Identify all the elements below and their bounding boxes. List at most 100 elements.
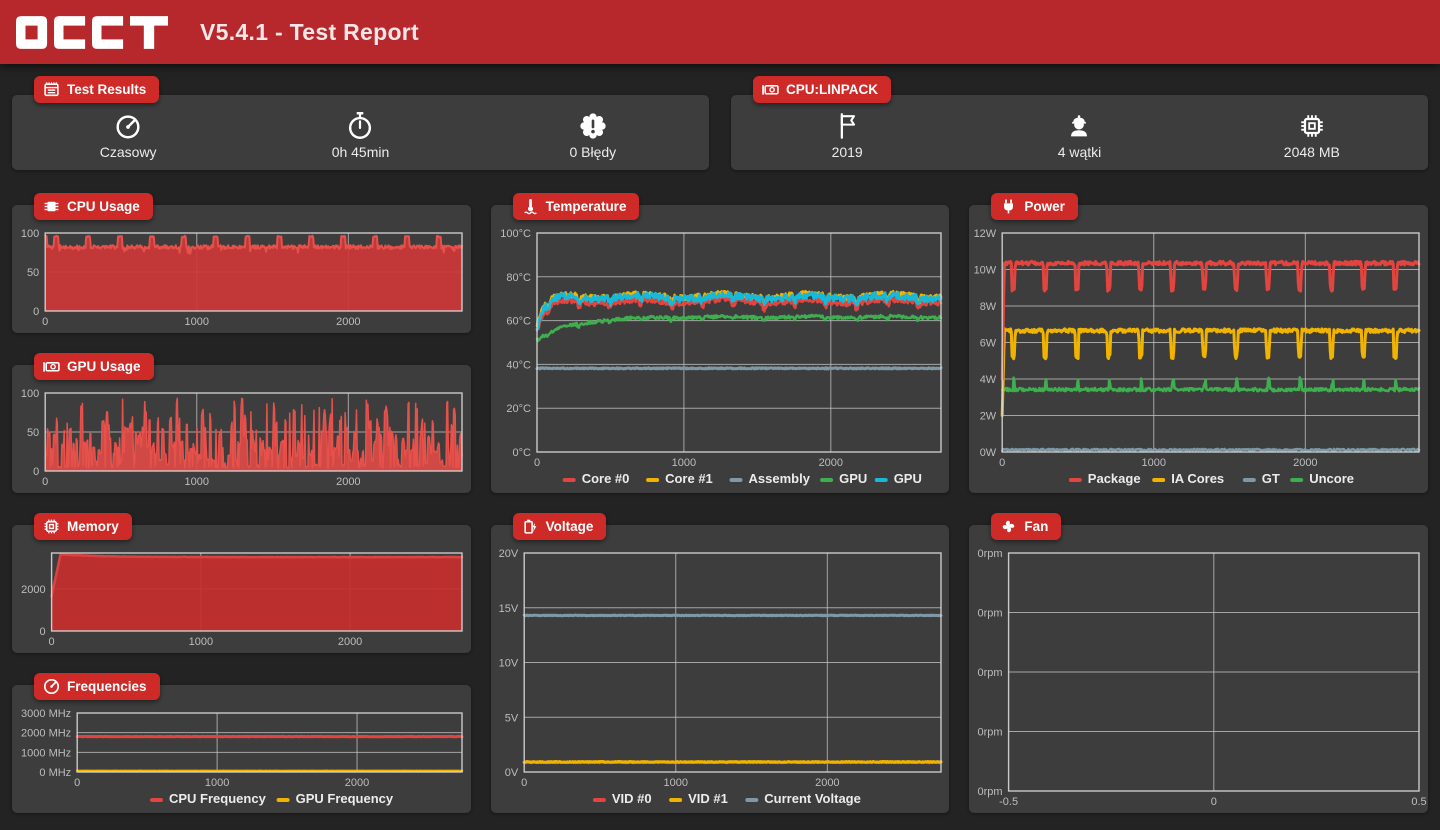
- fan-icon: [1000, 518, 1017, 535]
- svg-text:3000 MHz: 3000 MHz: [21, 708, 71, 720]
- test-results-badge-label: Test Results: [67, 82, 147, 97]
- svg-text:1000: 1000: [671, 457, 695, 469]
- svg-text:0W: 0W: [980, 447, 997, 459]
- svg-text:8W: 8W: [980, 301, 997, 313]
- gpu-card-icon: [762, 81, 779, 98]
- svg-text:0rpm: 0rpm: [978, 727, 1003, 739]
- svg-text:IA Cores: IA Cores: [1172, 471, 1225, 486]
- svg-text:VID #0: VID #0: [612, 791, 652, 806]
- svg-text:CPU Frequency: CPU Frequency: [169, 791, 267, 806]
- svg-text:15V: 15V: [498, 603, 518, 615]
- gpu-usage-chart: 0 50 100 0 1000 2000: [12, 365, 471, 493]
- svg-text:0V: 0V: [504, 767, 518, 779]
- svg-text:60°C: 60°C: [506, 316, 531, 328]
- test-config-panel: CPU:LINPACK 2019 4 wątki 2048 MB: [731, 76, 1428, 170]
- svg-text:1000: 1000: [189, 636, 213, 648]
- cpu-chip-icon: [43, 198, 60, 215]
- gpu-usage-badge: GPU Usage: [34, 353, 154, 380]
- cpu-usage-badge: CPU Usage: [34, 193, 153, 220]
- fan-panel: Fan 0rpm 0rpm 0rpm 0rpm 0rpm -0.5 0 0.5: [969, 513, 1429, 813]
- svg-text:1000: 1000: [663, 777, 687, 789]
- svg-text:-0.5: -0.5: [999, 796, 1018, 808]
- svg-text:Current Voltage: Current Voltage: [764, 791, 861, 806]
- charts-grid: CPU Usage 0 50 100 0 1000 2000 GPU Usage 0 50 1…: [12, 193, 1429, 813]
- svg-text:0: 0: [999, 457, 1005, 469]
- charts-col-3: Power 0W 2W 4W 6W 8W 10W 12W 0 1000 2000 Package IA…: [969, 193, 1429, 813]
- svg-text:0.5: 0.5: [1412, 796, 1427, 808]
- svg-text:2W: 2W: [980, 411, 997, 423]
- gpu-usage-badge-label: GPU Usage: [67, 359, 141, 374]
- fan-badge-label: Fan: [1024, 519, 1049, 534]
- memory-panel: Memory 0 2000 0 1000 2000: [12, 513, 471, 653]
- svg-text:5V: 5V: [504, 712, 518, 724]
- svg-text:2000: 2000: [818, 457, 842, 469]
- stopwatch-icon: [345, 111, 375, 141]
- svg-text:0rpm: 0rpm: [978, 548, 1003, 560]
- battery-bolt-icon: [522, 518, 539, 535]
- svg-text:0: 0: [42, 476, 48, 488]
- svg-text:2000: 2000: [345, 777, 369, 789]
- svg-text:0rpm: 0rpm: [978, 786, 1003, 798]
- frequencies-badge: Frequencies: [34, 673, 160, 700]
- test-results-panel: Test Results Czasowy 0h 45min 0 Błędy: [12, 76, 709, 170]
- cpu-usage-chart: 0 50 100 0 1000 2000: [12, 205, 471, 333]
- svg-text:GPU: GPU: [839, 471, 867, 486]
- svg-text:2000: 2000: [815, 777, 839, 789]
- stat-duration-label: 0h 45min: [331, 144, 390, 160]
- test-results-badge: Test Results: [34, 76, 160, 103]
- voltage-badge: Voltage: [512, 513, 607, 540]
- memory-icon: [43, 518, 60, 535]
- svg-text:Assembly: Assembly: [748, 471, 810, 486]
- svg-text:0rpm: 0rpm: [978, 667, 1003, 679]
- frequencies-chart: 0 MHz 1000 MHz 2000 MHz 3000 MHz 0 1000 2000 CP…: [12, 685, 471, 813]
- stat-year: 2019: [731, 105, 963, 160]
- power-chart: 0W 2W 4W 6W 8W 10W 12W 0 1000 2000 Package IA Cores…: [969, 205, 1428, 493]
- test-config-badge: CPU:LINPACK: [753, 76, 891, 103]
- svg-text:12W: 12W: [974, 228, 997, 240]
- svg-text:VID #1: VID #1: [688, 791, 728, 806]
- svg-text:40°C: 40°C: [506, 359, 531, 371]
- svg-text:GPU Frequency: GPU Frequency: [296, 791, 394, 806]
- svg-text:1000: 1000: [1142, 457, 1166, 469]
- svg-text:80°C: 80°C: [506, 272, 531, 284]
- svg-text:Uncore: Uncore: [1310, 471, 1355, 486]
- svg-text:1000: 1000: [185, 316, 209, 328]
- flag-icon: [832, 111, 862, 141]
- svg-text:2000: 2000: [336, 316, 360, 328]
- svg-text:0: 0: [1211, 796, 1217, 808]
- svg-text:100: 100: [21, 228, 39, 240]
- svg-text:10V: 10V: [498, 658, 518, 670]
- svg-text:2000: 2000: [338, 636, 362, 648]
- svg-text:Core #1: Core #1: [665, 471, 713, 486]
- svg-text:1000: 1000: [205, 777, 229, 789]
- stat-year-label: 2019: [831, 144, 863, 160]
- report-icon: [43, 81, 60, 98]
- occt-logo-icon: [16, 15, 168, 49]
- temperature-panel: Temperature 0°C 20°C 40°C 60°C 80°C 100°C 0 100…: [490, 193, 950, 493]
- memory-chip-icon: [1297, 111, 1327, 141]
- plug-icon: [1000, 198, 1017, 215]
- svg-text:50: 50: [27, 267, 39, 279]
- stat-threads: 4 wątki: [963, 105, 1195, 160]
- test-config-badge-label: CPU:LINPACK: [786, 82, 878, 97]
- svg-text:0: 0: [534, 457, 540, 469]
- svg-text:6W: 6W: [980, 338, 997, 350]
- stat-threads-label: 4 wątki: [1057, 144, 1102, 160]
- svg-text:0: 0: [39, 626, 45, 638]
- voltage-panel: Voltage 0V 5V 10V 15V 20V 0 1000 2000 VID #0 VID …: [490, 513, 950, 813]
- svg-text:0: 0: [33, 306, 39, 318]
- svg-text:1000 MHz: 1000 MHz: [21, 747, 71, 759]
- page-title: V5.4.1 - Test Report: [200, 18, 420, 45]
- svg-text:2000 MHz: 2000 MHz: [21, 728, 71, 740]
- svg-text:Package: Package: [1088, 471, 1141, 486]
- fan-chart: 0rpm 0rpm 0rpm 0rpm 0rpm -0.5 0 0.5: [969, 525, 1428, 813]
- svg-text:Core #0: Core #0: [581, 471, 629, 486]
- charts-col-2: Temperature 0°C 20°C 40°C 60°C 80°C 100°C 0 100…: [490, 193, 950, 813]
- svg-text:100: 100: [21, 388, 39, 400]
- svg-text:GPU: GPU: [893, 471, 921, 486]
- occt-logo: [16, 15, 168, 49]
- stat-memory-size: 2048 MB: [1196, 105, 1428, 160]
- stat-test-type: Czasowy: [12, 105, 244, 160]
- temperature-badge: Temperature: [512, 193, 640, 220]
- temperature-chart: 0°C 20°C 40°C 60°C 80°C 100°C 0 1000 2000 Core #0…: [491, 205, 950, 493]
